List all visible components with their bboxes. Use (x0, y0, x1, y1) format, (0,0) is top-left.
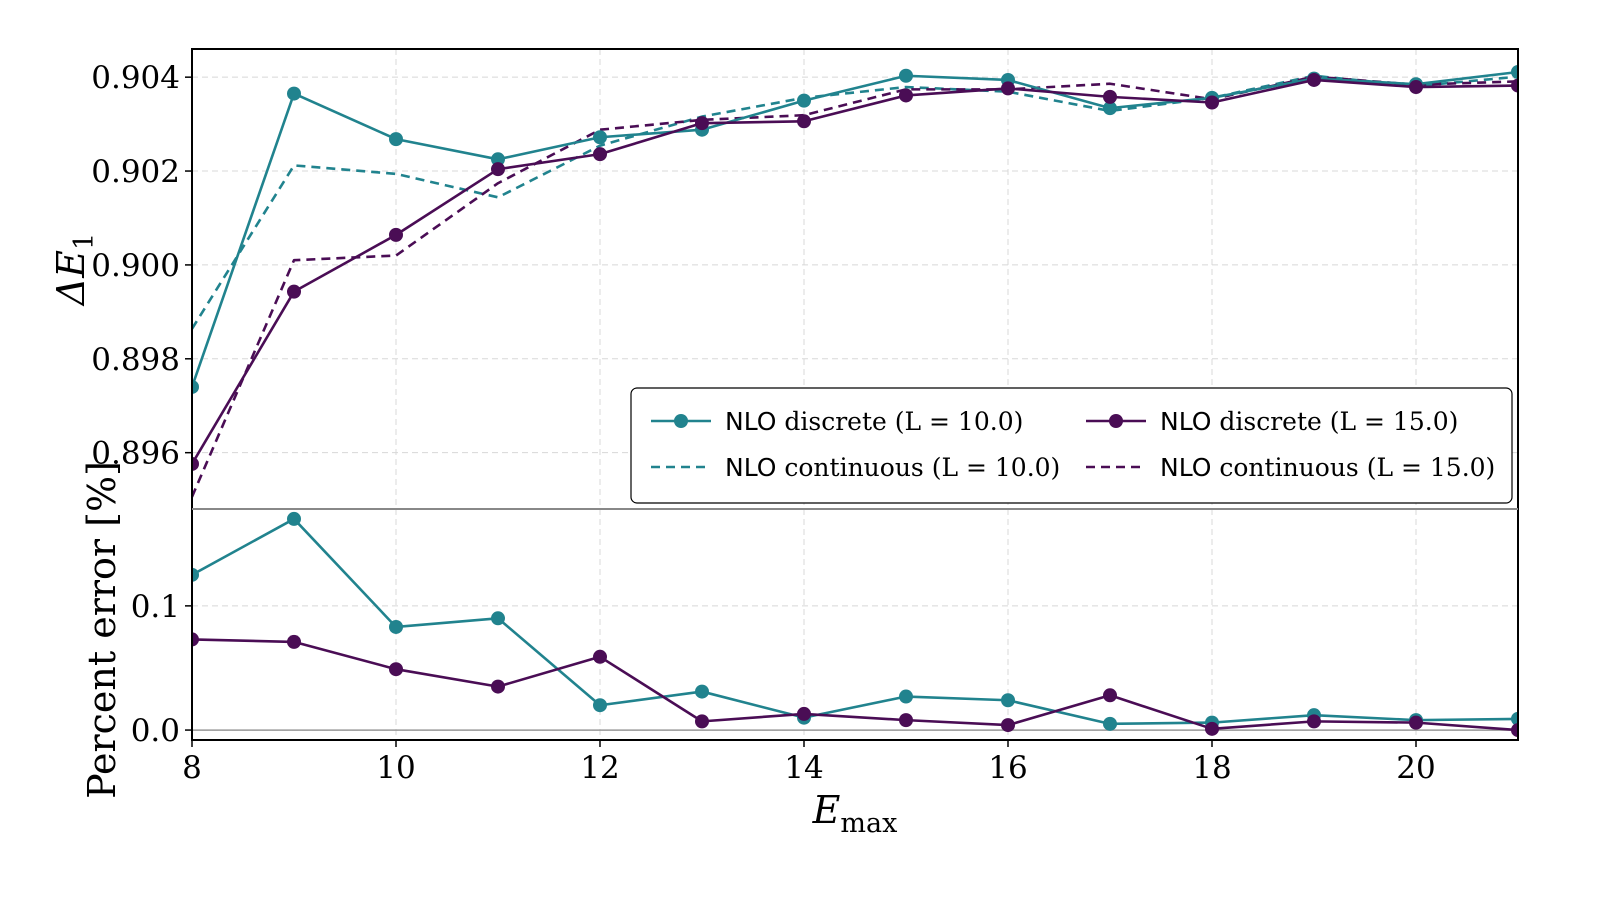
legend: NLO discrete (L = 10.0) NLO discrete (L =… (630, 387, 1513, 504)
series-discrete-l15-point (1511, 78, 1518, 93)
series-discrete-l10-point (192, 379, 199, 394)
series-discrete-l10-point (1511, 65, 1518, 79)
legend-entry-label: NLO continuous (L = 10.0) (725, 453, 1060, 482)
series-error-l10-line (192, 517, 1518, 726)
series-error-l15-point (797, 706, 811, 721)
series-error-l10-point (287, 511, 301, 526)
x-tick-label: 18 (1192, 750, 1231, 786)
x-tick-label: 16 (988, 750, 1027, 786)
top-y-axis-title-base: ΔE (49, 250, 93, 307)
series-error-l15-point (695, 714, 709, 729)
x-tick-label: 12 (580, 750, 619, 786)
series-error-l10-point (899, 689, 913, 704)
series-error-l15-point (593, 649, 607, 664)
x-tick-label: 8 (182, 750, 202, 786)
series-discrete-l15-point (1205, 95, 1219, 110)
legend-entry-text: discrete (L = 15.0) (1219, 407, 1458, 436)
legend-entry-text: discrete (L = 10.0) (784, 407, 1023, 436)
top-y-tick-label: 0.896 (91, 436, 180, 472)
legend-entry-label: NLO continuous (L = 15.0) (1160, 453, 1495, 482)
series-error-l10-point (389, 619, 403, 634)
bottom-panel-series (192, 511, 1518, 738)
top-y-axis-title-sub: 1 (69, 233, 100, 250)
series-discrete-l10-point (287, 86, 301, 101)
top-y-tick-label: 0.904 (91, 60, 180, 96)
x-tick-label: 14 (784, 750, 823, 786)
bottom-y-tick-label: 0.1 (131, 589, 180, 625)
series-discrete-l15-point (491, 162, 505, 177)
series-error-l15-point (491, 679, 505, 694)
series-discrete-l10-point (797, 93, 811, 108)
series-error-l15-point (1001, 718, 1015, 733)
series-error-l10-point (1103, 716, 1117, 731)
series-discrete-l15-point (899, 88, 913, 103)
series-continuous-l10-line (192, 74, 1518, 330)
top-y-tick-label: 0.902 (91, 154, 180, 190)
legend-entry-text: continuous (L = 10.0) (784, 453, 1060, 482)
series-discrete-l10-point (491, 152, 505, 167)
series-discrete-l15-point (695, 116, 709, 131)
series-error-l10-point (593, 698, 607, 713)
series-error-l15-point (1103, 688, 1117, 703)
series-discrete-l10-line (192, 70, 1518, 388)
series-discrete-l15-point (1103, 89, 1117, 104)
series-discrete-l15-line (192, 78, 1518, 465)
series-error-l15-point (192, 632, 199, 647)
series-discrete-l10-point (1103, 101, 1117, 116)
series-discrete-l10-point (899, 68, 913, 83)
series-error-l10-point (192, 567, 199, 582)
x-axis-title-sub: max (840, 808, 897, 839)
top-y-axis-ticks: 0.896 0.898 0.900 0.902 0.904 (91, 60, 192, 472)
legend-entry-label: NLO discrete (L = 10.0) (725, 407, 1023, 436)
legend-entry-label: NLO discrete (L = 15.0) (1160, 407, 1458, 436)
series-discrete-l15-point (797, 114, 811, 129)
series-error-l15-point (389, 662, 403, 677)
x-axis-title: Emax (812, 788, 898, 839)
series-discrete-l15-point (192, 456, 199, 471)
series-discrete-l15-point (593, 147, 607, 162)
series-error-l15-point (1205, 721, 1219, 736)
legend-swatch-marker (1109, 414, 1123, 428)
series-discrete-l10-point (389, 132, 403, 147)
series-error-l15-point (1409, 715, 1423, 730)
legend-entry-text: continuous (L = 15.0) (1219, 453, 1495, 482)
series-discrete-l15-point (1307, 72, 1321, 87)
legend-entry-prefix: NLO (1160, 407, 1219, 436)
top-y-axis-title: ΔE1 (49, 233, 100, 307)
series-discrete-l15-point (1001, 81, 1015, 96)
series-error-l10-point (491, 611, 505, 626)
legend-entry-prefix: NLO (725, 407, 784, 436)
series-continuous-l15-line (192, 75, 1518, 498)
series-discrete-l15-point (1409, 80, 1423, 95)
top-y-tick-label: 0.898 (91, 342, 180, 378)
legend-entry-prefix: NLO (1160, 453, 1219, 482)
series-discrete-l15-point (389, 227, 403, 242)
series-error-l15-point (287, 634, 301, 649)
legend-entry-prefix: NLO (725, 453, 784, 482)
bottom-y-tick-label: 0.0 (131, 713, 180, 749)
series-discrete-l10-point (593, 130, 607, 145)
series-error-l15-line (192, 638, 1518, 732)
x-axis-title-base: E (812, 788, 841, 832)
x-tick-label: 20 (1396, 750, 1435, 786)
series-error-l10-point (1511, 711, 1518, 726)
x-tick-label: 10 (376, 750, 415, 786)
bottom-y-axis-title: Percent error [%] (80, 461, 124, 799)
series-error-l10-point (695, 684, 709, 699)
bottom-y-axis-ticks: 0.0 0.1 (131, 589, 192, 749)
legend-swatch-marker (674, 414, 688, 428)
top-y-tick-label: 0.900 (91, 248, 180, 284)
series-error-l15-point (899, 713, 913, 728)
x-axis-ticks: 8 10 12 14 16 18 20 (182, 740, 1436, 786)
series-error-l15-point (1307, 714, 1321, 729)
legend-box (630, 387, 1513, 504)
series-error-l15-point (1511, 723, 1518, 738)
series-error-l10-point (1001, 693, 1015, 708)
series-discrete-l15-point (287, 284, 301, 299)
top-panel-series (192, 65, 1518, 498)
